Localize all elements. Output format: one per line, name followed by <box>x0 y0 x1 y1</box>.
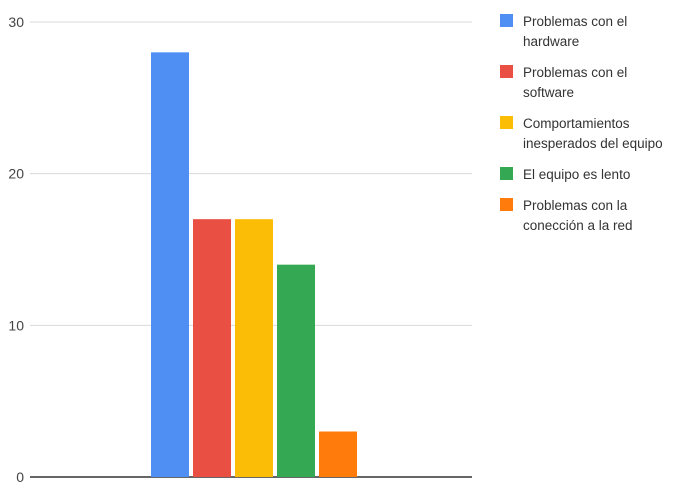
legend-swatch <box>500 65 513 78</box>
legend-swatch <box>500 167 513 180</box>
legend-swatch <box>500 198 513 211</box>
bar <box>151 52 189 477</box>
legend-item: Comportamientos inesperados del equipo <box>500 114 672 154</box>
y-tick-label: 0 <box>16 469 24 483</box>
legend-label: Problemas con la conección a la red <box>523 198 633 233</box>
legend-item: El equipo es lento <box>500 165 672 185</box>
bar <box>193 219 231 477</box>
legend-item: Problemas con el hardware <box>500 12 672 52</box>
bar <box>319 431 357 477</box>
bar <box>235 219 273 477</box>
legend-label: Problemas con el software <box>523 65 628 100</box>
legend-label: El equipo es lento <box>523 167 631 182</box>
legend-item: Problemas con el software <box>500 63 672 103</box>
legend-swatch <box>500 116 513 129</box>
y-tick-label: 30 <box>8 14 24 30</box>
legend-label: Comportamientos inesperados del equipo <box>523 116 663 151</box>
legend-label: Problemas con el hardware <box>523 14 628 49</box>
legend: Problemas con el hardware Problemas con e… <box>500 12 672 247</box>
legend-item: Problemas con la conección a la red <box>500 196 672 236</box>
y-tick-label: 10 <box>8 317 24 333</box>
y-tick-label: 20 <box>8 166 24 182</box>
legend-swatch <box>500 14 513 27</box>
bar <box>277 264 315 477</box>
